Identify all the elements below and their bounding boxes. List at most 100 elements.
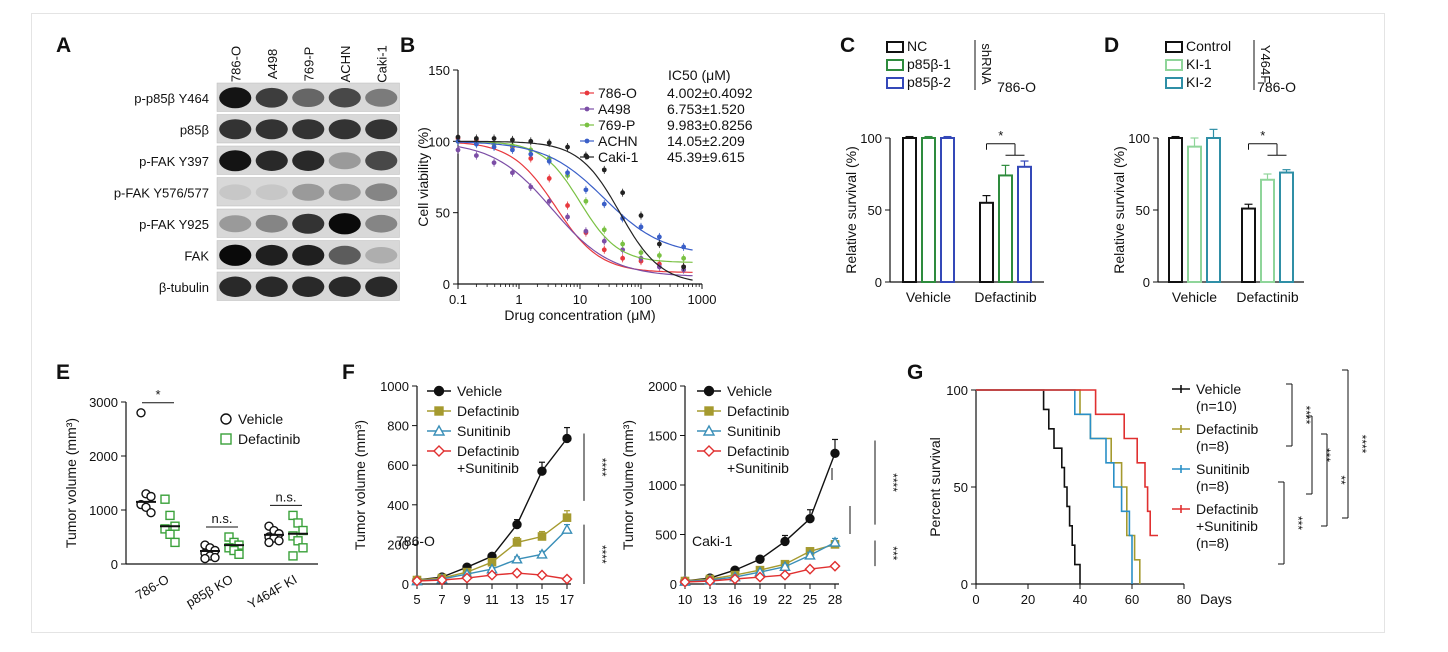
data-point	[583, 228, 589, 234]
x-tick-label: 9	[463, 592, 470, 607]
legend-label: A498	[598, 101, 631, 117]
figure-panel: A 786-O A498 769-P ACHN Caki-1 p-p85β Y464 p85β…	[32, 14, 1384, 632]
legend-label: KI-2	[1186, 74, 1212, 90]
bar	[1187, 145, 1202, 283]
significance-mark: *	[155, 387, 160, 402]
data-point	[704, 575, 716, 587]
bar	[921, 137, 936, 283]
y-tick-label: 50	[868, 203, 882, 218]
ic50-value: 14.05±2.209	[667, 133, 745, 149]
data-point	[601, 227, 607, 233]
x-tick-label: 13	[703, 592, 717, 607]
x-axis-label: Days	[1200, 591, 1232, 607]
blot-band	[328, 276, 361, 297]
significance-mark: n.s.	[276, 489, 297, 504]
data-point	[546, 158, 552, 164]
ic50-value: 4.002±0.4092	[667, 85, 753, 101]
legend-marker	[584, 122, 590, 128]
blot-band	[365, 88, 398, 107]
data-point	[511, 553, 523, 564]
survival-curve	[976, 389, 1133, 584]
y-tick-label: 100	[428, 134, 450, 149]
y-tick-label: 150	[428, 63, 450, 78]
blot-band	[255, 214, 288, 233]
cell-line-label: 769-P	[301, 47, 316, 82]
data-point	[681, 255, 687, 261]
data-point	[546, 140, 552, 146]
legend-label: Sunitinib	[457, 423, 511, 439]
legend-label: Vehicle	[727, 383, 772, 399]
bar	[1241, 207, 1256, 283]
blot-band	[365, 183, 398, 202]
significance-mark: *	[1260, 128, 1265, 143]
data-point	[779, 569, 791, 581]
data-point	[829, 536, 841, 547]
blot-band	[292, 119, 325, 140]
bar	[1260, 178, 1275, 283]
y-axis-label: Percent survival	[927, 437, 943, 537]
blot-band	[365, 247, 398, 264]
legend-label: 769-P	[598, 117, 635, 133]
category-label: 786-O	[133, 572, 172, 603]
cell-line-annotation: 786-O	[997, 79, 1036, 95]
legend-swatch	[1165, 77, 1183, 89]
fit-curve	[457, 146, 693, 277]
legend-label: Defactinib	[727, 403, 789, 419]
protein-label: p-FAK Y576/577	[114, 185, 209, 200]
blot-band	[365, 119, 398, 140]
data-point	[136, 408, 146, 418]
data-point	[638, 250, 644, 256]
legend-swatch	[886, 59, 904, 71]
data-point	[511, 567, 523, 579]
legend-label: +Sunitinib	[1196, 518, 1258, 534]
data-point	[528, 184, 534, 190]
data-point	[298, 543, 308, 553]
y-tick-label: 3000	[89, 395, 118, 410]
panel-letter-A: A	[56, 34, 71, 57]
blot-band	[328, 88, 361, 108]
data-point	[537, 466, 547, 476]
data-point	[510, 147, 515, 153]
blot-band	[219, 276, 252, 297]
legend-label: Defactinib	[1196, 501, 1258, 517]
protein-label: p-FAK Y925	[139, 217, 209, 232]
data-point	[461, 572, 473, 584]
y-axis-label: Tumor volume (mm³)	[63, 418, 79, 548]
legend-swatch	[1165, 59, 1183, 71]
y-tick-label: 2000	[648, 379, 677, 394]
bar	[979, 201, 994, 283]
data-point	[473, 136, 479, 141]
cell-line-annotation: 786-O	[1257, 79, 1296, 95]
data-point	[754, 571, 766, 583]
protein-label: β-tubulin	[159, 280, 209, 295]
data-point	[561, 523, 573, 534]
data-point	[165, 529, 175, 539]
data-point	[546, 198, 552, 204]
legend-marker	[584, 138, 590, 144]
data-point	[264, 537, 274, 548]
panel-letter-B: B	[400, 34, 415, 57]
data-point	[455, 147, 461, 153]
blot-band	[328, 119, 361, 140]
blot-band	[365, 151, 398, 171]
y-axis-label: Cell viability (%)	[415, 127, 431, 227]
survival-curve	[976, 389, 1081, 584]
blot-band	[328, 245, 361, 265]
data-point	[288, 551, 298, 561]
x-tick-label: 7	[438, 592, 445, 607]
data-point	[473, 141, 479, 147]
legend-marker	[703, 385, 715, 397]
y-tick-label: 50	[436, 206, 450, 221]
y-tick-label: 0	[402, 577, 409, 592]
legend-n-label: (n=8)	[1196, 438, 1229, 454]
data-point	[234, 549, 244, 559]
data-point	[288, 531, 298, 541]
data-point	[583, 187, 589, 193]
bar	[1206, 137, 1221, 283]
legend-marker	[703, 445, 715, 457]
y-tick-label: 50	[954, 480, 968, 495]
data-point	[200, 553, 210, 564]
significance-mark: ***	[886, 546, 900, 560]
data-point	[601, 201, 607, 207]
